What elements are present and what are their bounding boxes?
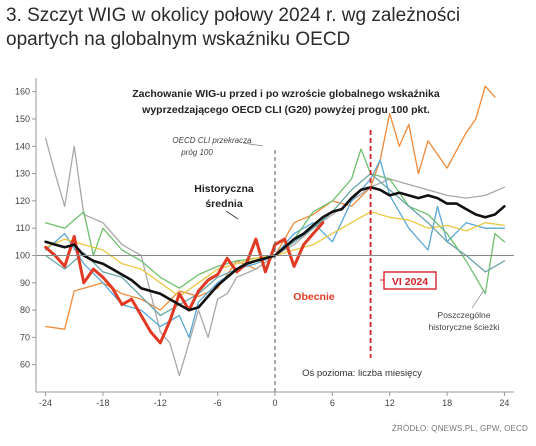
annotations: Zachowanie WIG-u przed i po wzroście glo… bbox=[132, 88, 499, 379]
historical-average-label-1: Historyczna bbox=[194, 183, 254, 195]
y-tick-label: 70 bbox=[20, 332, 30, 342]
current-label: Obecnie bbox=[293, 291, 335, 303]
x-tick-label: -6 bbox=[214, 398, 222, 408]
paths-label-2: historyczne ścieżki bbox=[429, 322, 500, 332]
series-line-1 bbox=[44, 85, 496, 330]
x-tick-label: -18 bbox=[96, 398, 109, 408]
historical-average-pointer bbox=[225, 210, 239, 220]
chart-title-line-2: wyprzedzającego OECD CLI (G20) powyżej p… bbox=[141, 104, 430, 116]
chart-title-line-1: Zachowanie WIG-u przed i po wzroście glo… bbox=[132, 88, 440, 100]
x-tick-label: 24 bbox=[499, 398, 509, 408]
x-tick-label: 0 bbox=[272, 398, 277, 408]
y-tick-label: 80 bbox=[20, 305, 30, 315]
threshold-note-pointer bbox=[242, 142, 264, 147]
x-tick-label: 12 bbox=[385, 398, 395, 408]
y-tick-label: 110 bbox=[16, 223, 30, 233]
y-tick-label: 60 bbox=[20, 360, 30, 370]
x-tick-label: -24 bbox=[39, 398, 52, 408]
reference-lines bbox=[36, 130, 514, 392]
x-tick-label: -12 bbox=[154, 398, 167, 408]
peak-label: VI 2024 bbox=[392, 276, 428, 288]
y-tick-label: 120 bbox=[15, 196, 30, 206]
x-tick-label: 6 bbox=[330, 398, 335, 408]
series-line-2 bbox=[44, 137, 506, 377]
paths-label-1: Poszczególne bbox=[438, 310, 491, 320]
threshold-note-line-1: OECD CLI przekracza bbox=[172, 136, 252, 145]
x-axis-label: Oś pozioma: liczba miesięcy bbox=[302, 368, 422, 379]
x-tick-label: 18 bbox=[442, 398, 452, 408]
threshold-note-line-2: próg 100 bbox=[180, 148, 213, 157]
y-tick-label: 160 bbox=[15, 87, 30, 97]
y-tick-label: 130 bbox=[15, 169, 30, 179]
y-tick-label: 150 bbox=[15, 114, 30, 124]
chart-heading: 3. Szczyt WIG w okolicy połowy 2024 r. w… bbox=[6, 5, 461, 50]
y-tick-label: 100 bbox=[15, 250, 30, 260]
paths-label-pointer bbox=[471, 289, 485, 309]
y-tick-label: 140 bbox=[15, 141, 30, 151]
series-layer bbox=[44, 85, 506, 377]
historical-average-label-2: średnia bbox=[205, 198, 243, 210]
source-note: ŹRÓDŁO: QNEWS.PL, GPW, OECD bbox=[391, 424, 528, 433]
series-line-7 bbox=[44, 221, 325, 345]
y-tick-label: 90 bbox=[20, 278, 30, 288]
